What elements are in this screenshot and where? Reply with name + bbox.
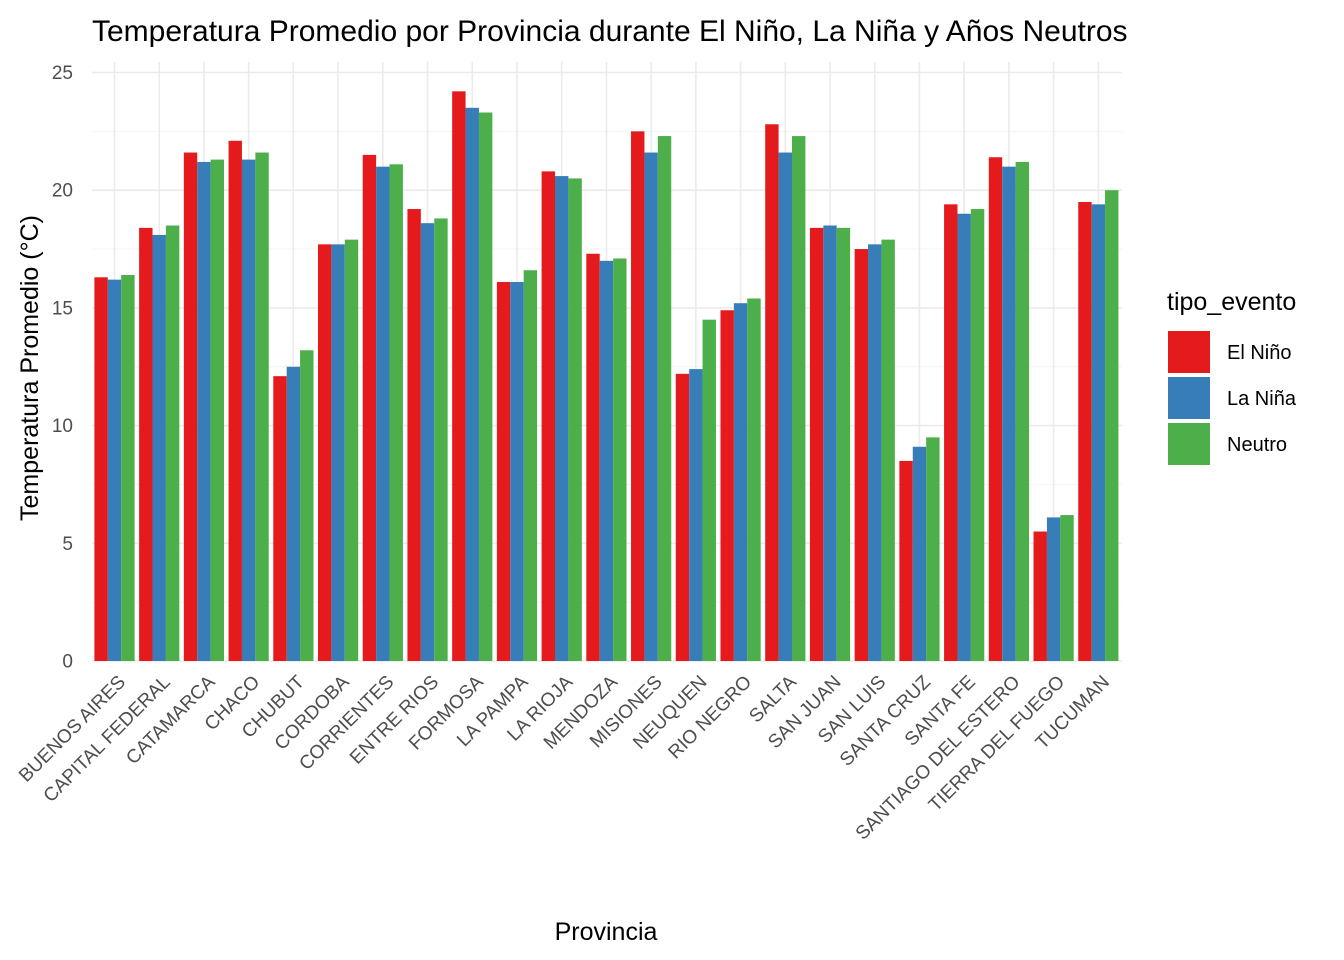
- legend-label: Neutro: [1227, 434, 1287, 456]
- bar: [389, 164, 403, 661]
- bar: [733, 303, 748, 661]
- bar: [644, 152, 658, 661]
- bar: [657, 136, 672, 662]
- bar: [809, 227, 824, 661]
- bar: [1091, 204, 1106, 661]
- bar: [183, 152, 198, 661]
- bar: [823, 225, 837, 661]
- bar: [957, 213, 971, 662]
- bar: [300, 350, 314, 661]
- bar: [241, 159, 256, 661]
- bar: [478, 112, 493, 661]
- bar: [420, 223, 435, 661]
- bar: [273, 376, 287, 661]
- y-tick-label: 25: [52, 63, 73, 84]
- bar: [362, 154, 377, 661]
- bar: [631, 131, 645, 662]
- y-axis-title: Temperatura Promedio (°C): [16, 215, 44, 521]
- bar: [899, 460, 913, 661]
- bar: [465, 107, 479, 661]
- y-axis-ticks: 0 5 10 15 20 25: [52, 63, 73, 673]
- legend-label: La Niña: [1227, 388, 1297, 410]
- bar: [197, 161, 211, 661]
- bar: [541, 171, 555, 662]
- bar: [689, 369, 703, 661]
- bar: [1046, 517, 1061, 661]
- bar: [926, 437, 940, 661]
- bar: [881, 239, 895, 661]
- bar: [210, 159, 225, 661]
- bar: [854, 249, 869, 662]
- y-tick-label: 5: [62, 534, 73, 555]
- y-tick-label: 10: [52, 416, 73, 437]
- bar: [836, 227, 851, 661]
- legend-label: El Niño: [1227, 342, 1291, 364]
- bar: [1105, 190, 1119, 661]
- bar: [344, 239, 359, 661]
- bar: [702, 319, 716, 661]
- bar: [407, 209, 421, 662]
- bar: [152, 234, 166, 661]
- bar: [318, 244, 332, 662]
- bar: [1060, 515, 1074, 661]
- bar: [1078, 201, 1092, 661]
- bar: [376, 166, 390, 661]
- y-tick-label: 0: [62, 652, 73, 673]
- bar: [720, 310, 734, 661]
- bar: [970, 209, 985, 662]
- bar: [747, 298, 761, 661]
- bar: [912, 446, 927, 661]
- legend-key: [1168, 423, 1210, 465]
- bar: [331, 244, 345, 662]
- legend-key: [1168, 331, 1210, 373]
- bar: [452, 91, 466, 661]
- legend-key: [1168, 377, 1210, 419]
- bar: [94, 277, 108, 661]
- bar: [107, 279, 122, 661]
- bars: [94, 91, 1119, 662]
- bar: [1015, 161, 1029, 661]
- bar: [255, 152, 269, 661]
- bar: [988, 157, 1003, 661]
- bar: [613, 258, 627, 661]
- bar: [1033, 531, 1047, 661]
- bar: [121, 274, 135, 661]
- bar: [868, 244, 882, 662]
- bar: [555, 176, 569, 662]
- bar: [568, 178, 582, 661]
- y-tick-label: 15: [52, 298, 73, 319]
- bar: [228, 140, 242, 662]
- bar: [944, 204, 958, 661]
- bar: [765, 124, 779, 661]
- bar: [523, 270, 538, 661]
- x-axis-title: Provincia: [555, 918, 658, 946]
- bar: [139, 227, 153, 661]
- y-tick-label: 20: [52, 181, 73, 202]
- bar: [165, 225, 180, 661]
- bar: [675, 373, 690, 661]
- chart-title: Temperatura Promedio por Provincia duran…: [92, 15, 1128, 48]
- bar: [792, 136, 806, 662]
- legend: tipo_evento El Niño La Niña Neutro: [1167, 288, 1297, 465]
- bar: [599, 260, 614, 661]
- bar: [1002, 166, 1016, 661]
- bar: [434, 218, 448, 661]
- bar: [286, 366, 301, 661]
- bar: [496, 282, 511, 661]
- bar: [778, 152, 792, 661]
- bar: [510, 282, 524, 661]
- legend-title: tipo_evento: [1167, 288, 1296, 316]
- bar: [586, 253, 600, 661]
